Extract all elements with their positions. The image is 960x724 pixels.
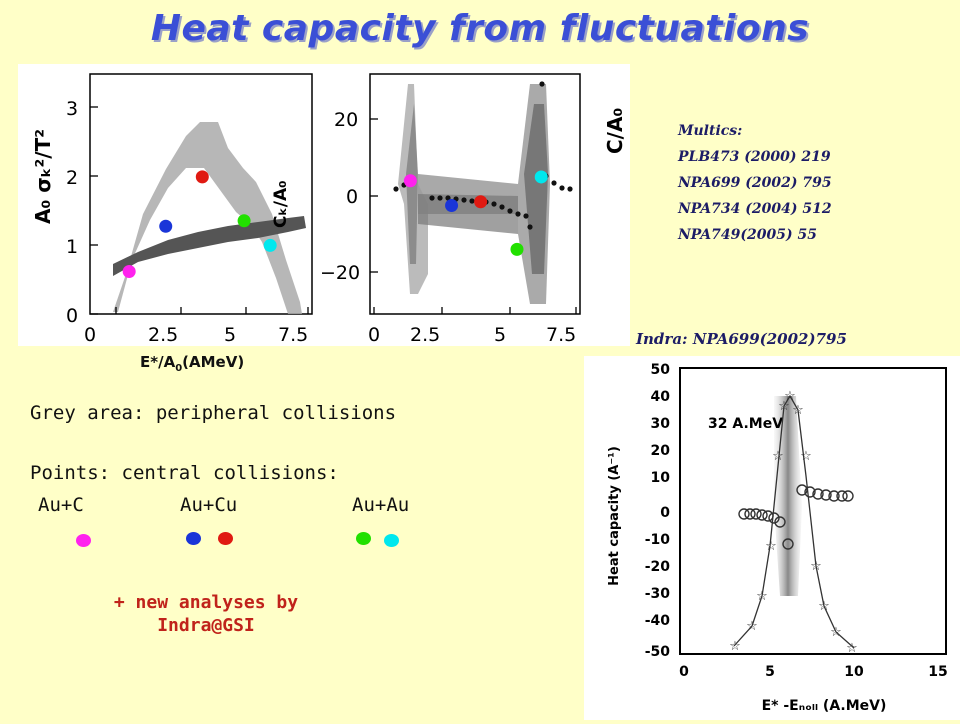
- right-plot-panel: 20 0 −20 0 2.5 5 7.5 C/A₀: [318, 64, 630, 346]
- left-points-point-4: [263, 238, 277, 252]
- right-ylabel: C/A₀: [603, 108, 627, 154]
- indra-ytick-0: 0: [660, 505, 670, 521]
- right-points-point-2: [474, 195, 488, 209]
- right-xtick-0: 0: [368, 324, 380, 346]
- svg-text:☆: ☆: [729, 639, 741, 654]
- left-curve-label: Cₖ/A₀: [271, 180, 291, 228]
- svg-text:☆: ☆: [792, 403, 804, 418]
- reference-2: NPA699 (2002) 795: [678, 175, 832, 191]
- left-ytick-0: 0: [66, 305, 78, 327]
- right-ytick-0: 0: [346, 186, 358, 208]
- left-xtick-0: 0: [84, 324, 96, 346]
- left-ytick-2: 2: [66, 167, 78, 189]
- left-points-point-3: [237, 214, 251, 228]
- indra-xtick-15: 15: [928, 664, 947, 680]
- left-points-point-0: [122, 264, 136, 278]
- new-analyses-note: + new analyses by Indra@GSI: [113, 592, 299, 636]
- left-xlabel: E*/A0(AMeV): [140, 353, 245, 374]
- indra-ytick-neg50: -50: [645, 644, 671, 660]
- legend-dot-green: [356, 532, 371, 545]
- svg-text:☆: ☆: [800, 449, 812, 464]
- right-points-point-3: [510, 242, 524, 256]
- legend-dot-blue: [186, 532, 201, 545]
- right-plot: 20 0 −20 0 2.5 5 7.5 C/A₀: [320, 73, 627, 346]
- left-ytick-1: 1: [66, 236, 78, 258]
- legend-dot-red: [218, 532, 233, 545]
- left-points-point-1: [159, 219, 173, 233]
- svg-text:☆: ☆: [756, 589, 768, 604]
- right-ytick-20: 20: [334, 109, 358, 131]
- svg-text:☆: ☆: [830, 625, 842, 640]
- left-xtick-1: 2.5: [148, 324, 178, 346]
- right-small-dots: [393, 81, 573, 230]
- svg-text:☆: ☆: [784, 389, 796, 404]
- left-points-point-2: [195, 170, 209, 184]
- indra-xtick-10: 10: [844, 664, 864, 680]
- indra-xtick-5: 5: [765, 664, 775, 680]
- indra-ytick-10: 10: [651, 470, 671, 486]
- svg-text:☆: ☆: [778, 399, 790, 414]
- left-ytick-3: 3: [66, 98, 78, 120]
- indra-ytick-30: 30: [651, 416, 671, 432]
- indra-circle-markers: [738, 484, 854, 550]
- reference-3: NPA734 (2004) 512: [678, 201, 832, 217]
- indra-ytick-neg30: -30: [645, 586, 671, 602]
- svg-text:☆: ☆: [818, 599, 830, 614]
- indra-energy-label: 32 A.MeV: [708, 416, 783, 432]
- indra-ytick-neg20: -20: [645, 559, 671, 575]
- indra-xtick-0: 0: [679, 664, 689, 680]
- right-xtick-3: 7.5: [546, 324, 576, 346]
- indra-reference: Indra: NPA699(2002)795: [636, 330, 847, 348]
- multics-references: Multics: PLB473 (2000) 219 NPA699 (2002)…: [678, 118, 832, 248]
- left-plot: 0 1 2 3 0 2.5 5 7.5 A₀ σₖ²/T² Cₖ/A₀: [31, 73, 313, 346]
- legend-points: Points: central collisions:: [30, 462, 339, 484]
- reference-1: PLB473 (2000) 219: [678, 149, 831, 165]
- indra-ytick-50: 50: [651, 362, 671, 378]
- legend-dot-magenta: [76, 534, 91, 547]
- system-au-c: Au+C: [38, 494, 84, 516]
- indra-xlabel: E* -Eₙₒₗₗ (A.MeV): [762, 698, 887, 714]
- left-ylabel: A₀ σₖ²/T²: [31, 129, 55, 224]
- right-ytick-neg20: −20: [320, 262, 360, 284]
- left-plot-panel: 0 1 2 3 0 2.5 5 7.5 A₀ σₖ²/T² Cₖ/A₀: [18, 64, 318, 346]
- indra-ytick-neg40: -40: [645, 613, 671, 629]
- svg-text:☆: ☆: [846, 641, 858, 656]
- left-xtick-2: 5: [224, 324, 236, 346]
- indra-ytick-neg10: -10: [645, 532, 671, 548]
- right-points-point-0: [403, 174, 417, 188]
- indra-plot-panel: 50 40 30 20 10 0 -10 -20 -30 -40 -50 0 5…: [584, 356, 960, 720]
- reference-4: NPA749(2005) 55: [678, 227, 817, 243]
- page-title: Heat capacity from fluctuations: [150, 8, 810, 49]
- indra-ytick-20: 20: [651, 443, 671, 459]
- svg-text:☆: ☆: [765, 539, 777, 554]
- indra-ylabel: Heat capacity (A⁻¹): [607, 446, 622, 586]
- right-points-point-4: [534, 170, 548, 184]
- indra-plot: 50 40 30 20 10 0 -10 -20 -30 -40 -50 0 5…: [607, 362, 948, 714]
- legend-grey-area: Grey area: peripheral collisions: [30, 402, 397, 424]
- right-xtick-2: 5: [494, 324, 506, 346]
- svg-text:☆: ☆: [810, 559, 822, 574]
- indra-star-markers: ☆☆☆ ☆☆☆ ☆☆☆ ☆☆☆ ☆: [729, 389, 858, 656]
- right-xtick-1: 2.5: [410, 324, 440, 346]
- svg-text:☆: ☆: [746, 619, 758, 634]
- left-xtick-3: 7.5: [278, 324, 308, 346]
- right-points-point-1: [445, 199, 459, 213]
- svg-text:☆: ☆: [772, 449, 784, 464]
- system-au-au: Au+Au: [352, 494, 410, 516]
- system-au-cu: Au+Cu: [180, 494, 238, 516]
- legend-dot-cyan: [384, 534, 399, 547]
- multics-header: Multics:: [678, 123, 743, 139]
- indra-ytick-40: 40: [651, 389, 671, 405]
